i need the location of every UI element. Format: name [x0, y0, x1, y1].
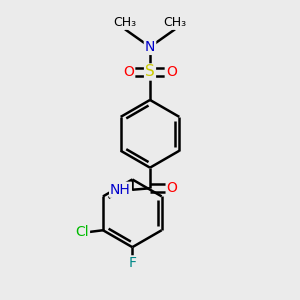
Text: O: O	[123, 65, 134, 79]
Text: Cl: Cl	[75, 225, 89, 239]
Text: O: O	[166, 65, 177, 79]
Text: O: O	[167, 181, 178, 195]
Text: N: N	[145, 40, 155, 54]
Text: NH: NH	[110, 183, 131, 197]
Text: CH₃: CH₃	[113, 16, 136, 29]
Text: F: F	[128, 256, 136, 270]
Text: S: S	[145, 64, 155, 80]
Text: CH₃: CH₃	[164, 16, 187, 29]
